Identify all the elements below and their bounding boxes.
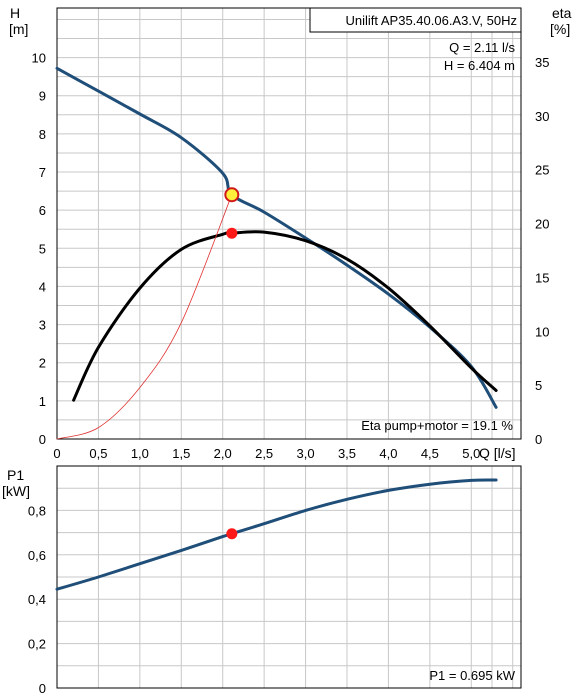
title-box	[309, 7, 522, 33]
x-axis-title: Q [l/s]	[479, 445, 516, 461]
y-axis-unit: [m]	[9, 21, 28, 37]
y-tick-label: 2	[39, 356, 46, 371]
power-chart: 0 0,2 0,4 0,6 0,8 P1 [kW] P1 = 0.695 kW	[2, 465, 522, 696]
y-axis-title: H	[10, 5, 20, 21]
p1-axis-title: P1	[7, 467, 24, 483]
power-curve	[55, 478, 498, 591]
y2-tick-label: 10	[535, 324, 549, 339]
chart-title: Unilift AP35.40.06.A3.V, 50Hz	[345, 13, 517, 28]
y2-axis-unit: [%]	[550, 21, 570, 37]
x-tick-label: 1,0	[131, 446, 149, 461]
top-series-layer	[55, 66, 498, 440]
x-tick-label: 3,0	[297, 446, 315, 461]
p1-value-label: P1 = 0.695 kW	[429, 668, 515, 683]
p1-axis-unit: [kW]	[2, 483, 30, 499]
y-tick-label: 10	[32, 51, 46, 66]
y-tick-label: 9	[39, 89, 46, 104]
eta-value-label: Eta pump+motor = 19.1 %	[361, 418, 513, 433]
bottom-series-layer	[55, 478, 498, 591]
x-tick-label: 2,5	[255, 446, 273, 461]
x-tick-label: 4,5	[421, 446, 439, 461]
bottom-grid	[56, 466, 521, 688]
y2-tick-label: 30	[535, 109, 549, 124]
y2-tick-label: 25	[535, 163, 549, 178]
x-tick-label: 1,5	[172, 446, 190, 461]
x-tick-label: 5,0	[462, 446, 480, 461]
y2-tick-label: 5	[535, 378, 542, 393]
y-tick-label: 6	[39, 203, 46, 218]
bottom-y-tick-labels: 0 0,2 0,4 0,6 0,8	[28, 503, 46, 696]
p1-tick-label: 0,4	[28, 592, 46, 607]
y-tick-label: 7	[39, 165, 46, 180]
y-tick-label: 5	[39, 241, 46, 256]
y2-tick-label: 20	[535, 217, 549, 232]
head-duty-point	[224, 187, 240, 203]
x-tick-label: 3,5	[338, 446, 356, 461]
y-tick-label: 3	[39, 318, 46, 333]
head-efficiency-chart: 0 0,5 1,0 1,5 2,0 2,5 3,0 3,5 4,0 4,5 5,0 0 1 2 3 4 5 6 7…	[9, 5, 572, 461]
y2-tick-label: 15	[535, 270, 549, 285]
y2-tick-label: 35	[535, 55, 549, 70]
top-y2-tick-labels: 0 5 10 15 20 25 30 35	[535, 55, 549, 447]
y-tick-label: 4	[39, 279, 46, 294]
y-tick-label: 0	[39, 432, 46, 447]
y-tick-label: 8	[39, 127, 46, 142]
p1-tick-label: 0	[39, 681, 46, 696]
x-tick-label: 0	[53, 446, 60, 461]
p1-tick-label: 0,6	[28, 548, 46, 563]
efficiency-curve	[72, 230, 498, 402]
top-y-tick-labels: 0 1 2 3 4 5 6 7 8 9 10	[32, 51, 46, 447]
top-plot-frame	[56, 7, 522, 440]
power-duty-point	[226, 528, 238, 540]
efficiency-duty-point	[226, 227, 238, 239]
p1-tick-label: 0,8	[28, 503, 46, 518]
top-grid	[56, 8, 521, 439]
y2-axis-title: eta	[552, 5, 572, 21]
bottom-plot-frame	[56, 465, 522, 689]
x-tick-label: 2,0	[214, 446, 232, 461]
q-value-label: Q = 2.11 l/s	[449, 40, 515, 55]
p1-tick-label: 0,2	[28, 637, 46, 652]
h-value-label: H = 6.404 m	[444, 58, 515, 73]
y-tick-label: 1	[39, 394, 46, 409]
x-tick-label: 4,0	[379, 446, 397, 461]
x-tick-label: 0,5	[89, 446, 107, 461]
top-x-tick-labels: 0 0,5 1,0 1,5 2,0 2,5 3,0 3,5 4,0 4,5 5,0	[53, 446, 480, 461]
system-curve	[56, 194, 233, 440]
y2-tick-label: 0	[535, 432, 542, 447]
